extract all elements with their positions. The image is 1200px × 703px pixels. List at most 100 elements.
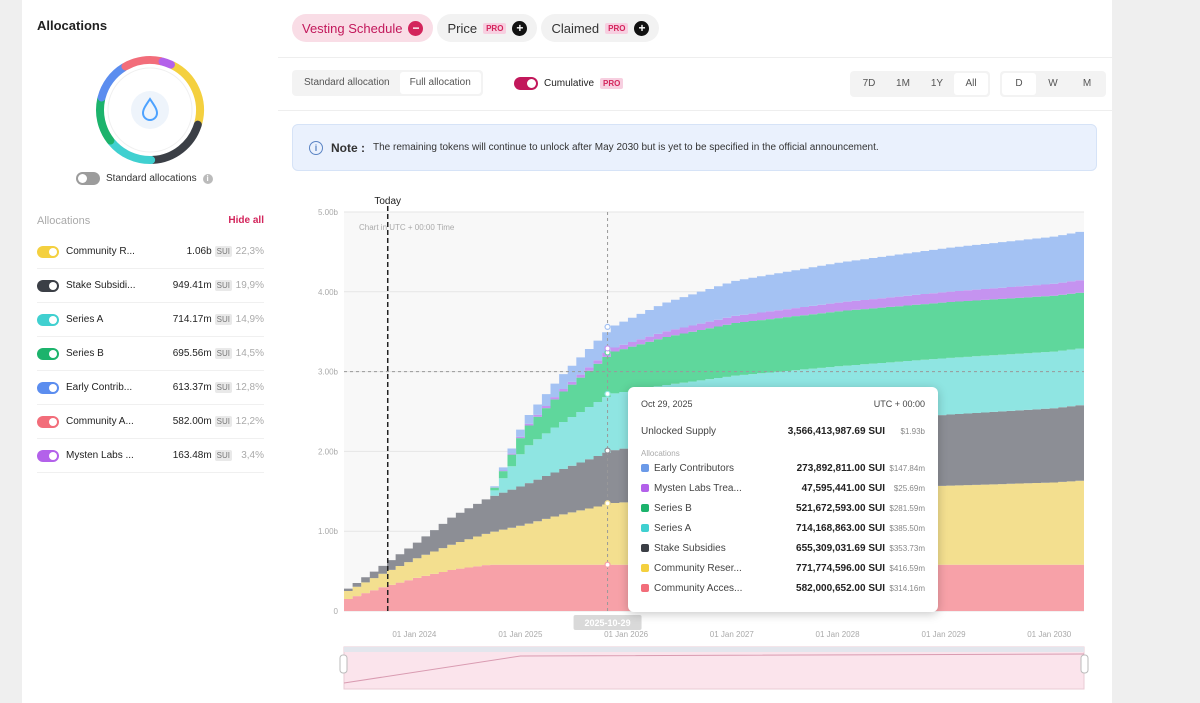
series-toggle[interactable]	[37, 279, 59, 292]
tab-claimed[interactable]: Claimed PRO +	[541, 14, 660, 42]
x-tick-label: 01 Jan 2024	[392, 630, 437, 639]
info-icon[interactable]: i	[202, 173, 213, 184]
note-text: The remaining tokens will continue to un…	[373, 142, 879, 153]
donut-slice[interactable]	[97, 63, 128, 102]
allocation-name: Community A...	[66, 416, 134, 427]
series-toggle[interactable]	[37, 381, 59, 394]
series-swatch	[641, 484, 649, 492]
allocations-panel: Allocations Standard allocations i Alloc…	[22, 0, 278, 703]
range-option-1m[interactable]: 1M	[896, 78, 910, 89]
chart-tabs: Vesting Schedule − Price PRO + Claimed PRO +	[292, 14, 660, 42]
allocation-value: 949.41m	[172, 280, 212, 291]
series-toggle[interactable]	[37, 347, 59, 360]
tab-price[interactable]: Price PRO +	[437, 14, 538, 42]
allocation-name: Series B	[66, 348, 104, 359]
hover-date-badge	[573, 615, 642, 630]
x-tick-label: 01 Jan 2030	[1027, 630, 1072, 639]
divider	[278, 57, 1112, 58]
cumulative-label: Cumulative	[544, 78, 595, 89]
allocation-name: Community R...	[66, 246, 135, 257]
tab-vesting-schedule[interactable]: Vesting Schedule −	[292, 14, 434, 42]
list-item[interactable]: Stake Subsidi... 949.41m SUI 19,9%	[37, 269, 264, 303]
standard-allocation-option[interactable]: Standard allocation	[304, 77, 390, 88]
series-toggle[interactable]	[37, 415, 59, 428]
tooltip-series-name: Series B	[654, 502, 692, 514]
unit-badge: SUI	[214, 348, 232, 359]
donut-slice[interactable]	[158, 57, 175, 69]
range-option-all[interactable]: All	[954, 73, 988, 95]
plus-icon[interactable]: +	[512, 20, 528, 36]
allocation-name: Early Contrib...	[66, 382, 133, 393]
series-toggle[interactable]	[37, 313, 59, 326]
allocation-percent: 14,9%	[235, 314, 264, 325]
tooltip-series-value: 582,000,652.00 SUI	[796, 582, 885, 594]
interval-option-m[interactable]: M	[1082, 78, 1092, 89]
panel-title: Allocations	[37, 18, 108, 33]
range-navigator[interactable]	[343, 646, 1085, 690]
allocations-header: Allocations Hide all	[37, 215, 264, 227]
navigator-left-handle[interactable]	[339, 654, 348, 674]
series-swatch	[641, 544, 649, 552]
allocation-value: 613.37m	[172, 382, 212, 393]
y-tick-label: 4.00b	[318, 288, 339, 297]
interval-option-w[interactable]: W	[1048, 78, 1058, 89]
series-toggle[interactable]	[37, 449, 59, 462]
standard-allocations-toggle[interactable]	[76, 172, 100, 185]
cumulative-toggle[interactable]	[514, 77, 538, 90]
tooltip-series-value: 771,774,596.00 SUI	[796, 562, 885, 574]
list-item[interactable]: Early Contrib... 613.37m SUI 12,8%	[37, 371, 264, 405]
donut-slice[interactable]	[148, 120, 202, 164]
tooltip-row: Community Acces... 582,000,652.00 SUI $314…	[641, 578, 925, 598]
tooltip-series-usd: $281.59m	[889, 503, 925, 513]
x-tick-label: 01 Jan 2028	[816, 630, 861, 639]
allocation-name: Mysten Labs ...	[66, 450, 134, 461]
tooltip-series-name: Early Contributors	[654, 462, 735, 474]
tooltip-series-name: Stake Subsidies	[654, 542, 726, 554]
today-label: Today	[374, 196, 401, 207]
list-item[interactable]: Series A 714.17m SUI 14,9%	[37, 303, 264, 337]
series-swatch	[641, 504, 649, 512]
tooltip-series-usd: $353.73m	[889, 543, 925, 553]
tooltip-series-name: Community Reser...	[654, 562, 742, 574]
hover-point	[604, 500, 611, 507]
allocation-percent: 14,5%	[235, 348, 264, 359]
hide-all-button[interactable]: Hide all	[228, 215, 264, 226]
vesting-chart: 0 1.00b 2.00b 3.00b 4.00b 5.00b 01 Jan 2024 01 …	[292, 178, 1097, 703]
tooltip-row: Community Reser... 771,774,596.00 SUI $416…	[641, 558, 925, 578]
series-toggle[interactable]	[37, 245, 59, 258]
donut-slice[interactable]	[107, 137, 156, 164]
unit-badge: SUI	[214, 314, 232, 325]
tooltip-row: Series B 521,672,593.00 SUI $281.59m	[641, 498, 925, 518]
area-series-series-b[interactable]	[344, 291, 1084, 589]
hover-point	[604, 323, 611, 331]
list-item[interactable]: Series B 695.56m SUI 14,5%	[37, 337, 264, 371]
interval-option-d[interactable]: D	[1002, 73, 1036, 95]
donut-slice[interactable]	[168, 61, 204, 127]
series-swatch	[641, 464, 649, 472]
donut-slice[interactable]	[96, 95, 115, 145]
plus-icon[interactable]: +	[634, 20, 650, 36]
series-swatch	[641, 524, 649, 532]
tooltip-row: Series A 714,168,863.00 SUI $385.50m	[641, 518, 925, 538]
tooltip-timezone: UTC + 00:00	[873, 399, 925, 409]
range-option-7d[interactable]: 7D	[862, 78, 876, 89]
donut-slice[interactable]	[121, 56, 165, 71]
area-series-early-contributors[interactable]	[344, 230, 1084, 589]
allocation-percent: 3,4%	[241, 450, 264, 461]
list-item[interactable]: Mysten Labs ... 163.48m SUI 3,4%	[37, 439, 264, 473]
minus-icon[interactable]: −	[408, 20, 424, 36]
x-tick-label: 01 Jan 2029	[922, 630, 967, 639]
tooltip-series-usd: $25.69m	[893, 483, 925, 493]
navigator-right-handle[interactable]	[1080, 654, 1089, 674]
range-option-1y[interactable]: 1Y	[930, 78, 944, 89]
x-tick-label: 01 Jan 2025	[498, 630, 543, 639]
full-allocation-option[interactable]: Full allocation	[399, 72, 481, 94]
list-item[interactable]: Community A... 582.00m SUI 12,2%	[37, 405, 264, 439]
navigator-scrollbar[interactable]	[344, 647, 1084, 652]
hover-point	[604, 447, 611, 454]
list-item[interactable]: Community R... 1.06b SUI 22,3%	[37, 235, 264, 269]
allocation-value: 163.48m	[172, 450, 212, 461]
chart-tooltip: Oct 29, 2025 UTC + 00:00 Unlocked Supply…	[628, 387, 938, 612]
hover-point	[604, 345, 611, 352]
